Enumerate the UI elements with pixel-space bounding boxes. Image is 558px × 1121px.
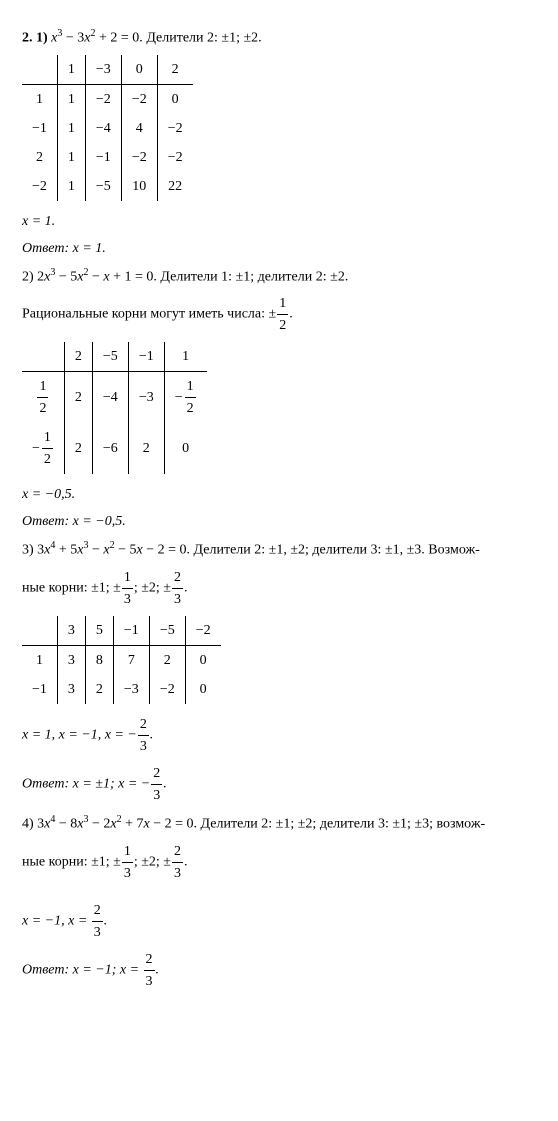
col-header: −2 xyxy=(185,616,220,646)
col-header: 2 xyxy=(157,55,192,85)
cell: −2 xyxy=(157,143,192,172)
col-header: 3 xyxy=(57,616,85,646)
cell: −5 xyxy=(85,172,121,201)
col-header: 5 xyxy=(85,616,113,646)
cell: −12 xyxy=(22,423,64,474)
p2-sub: Рациональные корни могут иметь числа: ±1… xyxy=(22,293,552,336)
col-header: −5 xyxy=(92,342,128,372)
col-header: −3 xyxy=(85,55,121,85)
p4-sol: x = −1, x = 23. xyxy=(22,900,552,943)
cell: −1 xyxy=(22,114,57,143)
cell: −2 xyxy=(121,84,157,114)
cell: −2 xyxy=(121,143,157,172)
cell: 7 xyxy=(113,645,149,675)
p4-head: 4) 3x4 − 8x3 − 2x2 + 7x − 2 = 0. Делител… xyxy=(22,812,552,835)
cell: 1 xyxy=(57,114,85,143)
p3-head2: ные корни: ±1; ±13; ±2; ±23. xyxy=(22,567,552,610)
cell: 2 xyxy=(149,645,185,675)
cell: 1 xyxy=(57,84,85,114)
cell: −3 xyxy=(128,372,164,424)
cell: −2 xyxy=(149,675,185,704)
table-row: −21−51022 xyxy=(22,172,193,201)
p4-head2: ные корни: ±1; ±13; ±2; ±23. xyxy=(22,841,552,884)
col-header: −5 xyxy=(149,616,185,646)
col-header: −1 xyxy=(128,342,164,372)
cell: −2 xyxy=(157,114,192,143)
p4-ans: Ответ: x = −1; x = 23. xyxy=(22,949,552,992)
cell: 3 xyxy=(57,675,85,704)
table-row: −11−44−2 xyxy=(22,114,193,143)
cell: 2 xyxy=(64,423,92,474)
p2-ans: Ответ: x = −0,5. xyxy=(22,511,552,532)
cell: −1 xyxy=(22,675,57,704)
col-header: 1 xyxy=(164,342,206,372)
col-header xyxy=(22,55,57,85)
table-row: −122−620 xyxy=(22,423,207,474)
cell: −1 xyxy=(85,143,121,172)
cell: 1 xyxy=(22,84,57,114)
table-row: 138720 xyxy=(22,645,221,675)
table-row: 21−1−2−2 xyxy=(22,143,193,172)
table-row: 11−2−20 xyxy=(22,84,193,114)
cell: 0 xyxy=(164,423,206,474)
cell: −6 xyxy=(92,423,128,474)
p3-sol: x = 1, x = −1, x = −23. xyxy=(22,714,552,757)
cell: 8 xyxy=(85,645,113,675)
p2-head: 2) 2x3 − 5x2 − x + 1 = 0. Делители 1: ±1… xyxy=(22,265,552,288)
cell: 2 xyxy=(128,423,164,474)
table-row: 122−4−3−12 xyxy=(22,372,207,424)
cell: −2 xyxy=(85,84,121,114)
p3-table: 35−1−5−2 138720−132−3−20 xyxy=(22,616,221,704)
cell: 12 xyxy=(22,372,64,424)
cell: 2 xyxy=(22,143,57,172)
cell: −4 xyxy=(85,114,121,143)
cell: 2 xyxy=(85,675,113,704)
p1-head: 2. 1) x3 − 3x2 + 2 = 0. Делители 2: ±1; … xyxy=(22,26,552,49)
cell: 1 xyxy=(57,143,85,172)
cell: 10 xyxy=(121,172,157,201)
table-row: −132−3−20 xyxy=(22,675,221,704)
cell: 0 xyxy=(157,84,192,114)
col-header xyxy=(22,342,64,372)
col-header: 1 xyxy=(57,55,85,85)
cell: −12 xyxy=(164,372,206,424)
cell: 1 xyxy=(22,645,57,675)
p3-ans: Ответ: x = ±1; x = −23. xyxy=(22,763,552,806)
p2-table: 2−5−11 122−4−3−12−122−620 xyxy=(22,342,207,474)
cell: −2 xyxy=(22,172,57,201)
cell: 2 xyxy=(64,372,92,424)
cell: 22 xyxy=(157,172,192,201)
p2-sol: x = −0,5. xyxy=(22,484,552,505)
cell: 4 xyxy=(121,114,157,143)
col-header: 0 xyxy=(121,55,157,85)
cell: −3 xyxy=(113,675,149,704)
cell: 0 xyxy=(185,675,220,704)
col-header: −1 xyxy=(113,616,149,646)
cell: −4 xyxy=(92,372,128,424)
p1-table: 1−302 11−2−20−11−44−221−1−2−2−21−51022 xyxy=(22,55,193,201)
p1-sol: x = 1. xyxy=(22,211,552,232)
p3-head: 3) 3x4 + 5x3 − x2 − 5x − 2 = 0. Делители… xyxy=(22,538,552,561)
cell: 1 xyxy=(57,172,85,201)
cell: 0 xyxy=(185,645,220,675)
col-header xyxy=(22,616,57,646)
cell: 3 xyxy=(57,645,85,675)
p1-ans: Ответ: x = 1. xyxy=(22,238,552,259)
col-header: 2 xyxy=(64,342,92,372)
